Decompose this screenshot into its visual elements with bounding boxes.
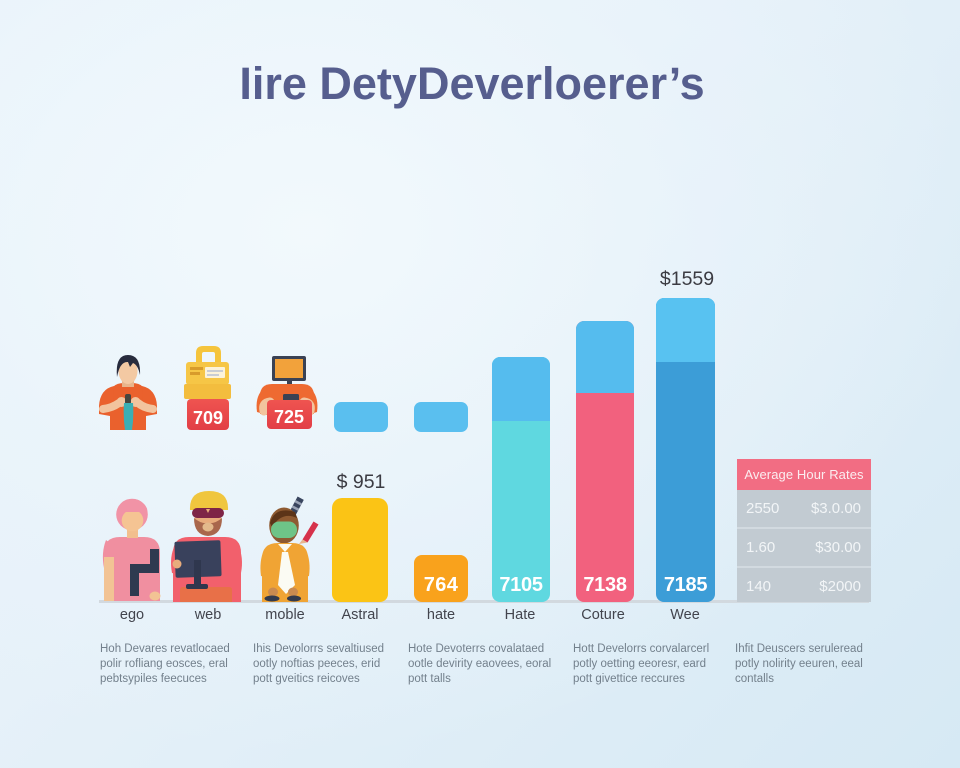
svg-text:709: 709 [193,408,223,428]
svg-text:725: 725 [274,407,304,427]
